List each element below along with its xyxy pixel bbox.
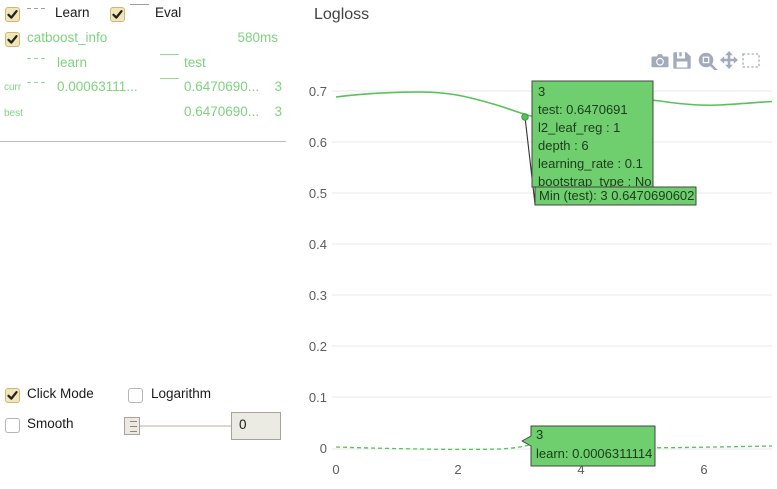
svg-text:0.4: 0.4 xyxy=(309,237,327,252)
svg-text:2: 2 xyxy=(454,462,461,477)
svg-text:Min (test): 3 0.6470690602: Min (test): 3 0.6470690602 xyxy=(539,188,694,203)
svg-text:learning_rate : 0.1: learning_rate : 0.1 xyxy=(538,156,643,171)
svg-text:0.2: 0.2 xyxy=(309,339,327,354)
svg-text:0.1: 0.1 xyxy=(309,390,327,405)
svg-text:0.3: 0.3 xyxy=(309,288,327,303)
svg-text:learn: 0.0006311114: learn: 0.0006311114 xyxy=(536,446,652,461)
svg-text:0: 0 xyxy=(320,441,327,456)
svg-text:depth : 6: depth : 6 xyxy=(538,138,589,153)
svg-text:3: 3 xyxy=(538,84,545,99)
svg-text:6: 6 xyxy=(700,462,707,477)
svg-text:0.7: 0.7 xyxy=(309,84,327,99)
svg-text:0.5: 0.5 xyxy=(309,186,327,201)
svg-text:3: 3 xyxy=(536,427,543,442)
svg-text:0.6: 0.6 xyxy=(309,135,327,150)
svg-text:l2_leaf_reg : 1: l2_leaf_reg : 1 xyxy=(538,120,620,135)
svg-text:0: 0 xyxy=(332,462,339,477)
svg-text:test: 0.6470691: test: 0.6470691 xyxy=(538,102,628,117)
